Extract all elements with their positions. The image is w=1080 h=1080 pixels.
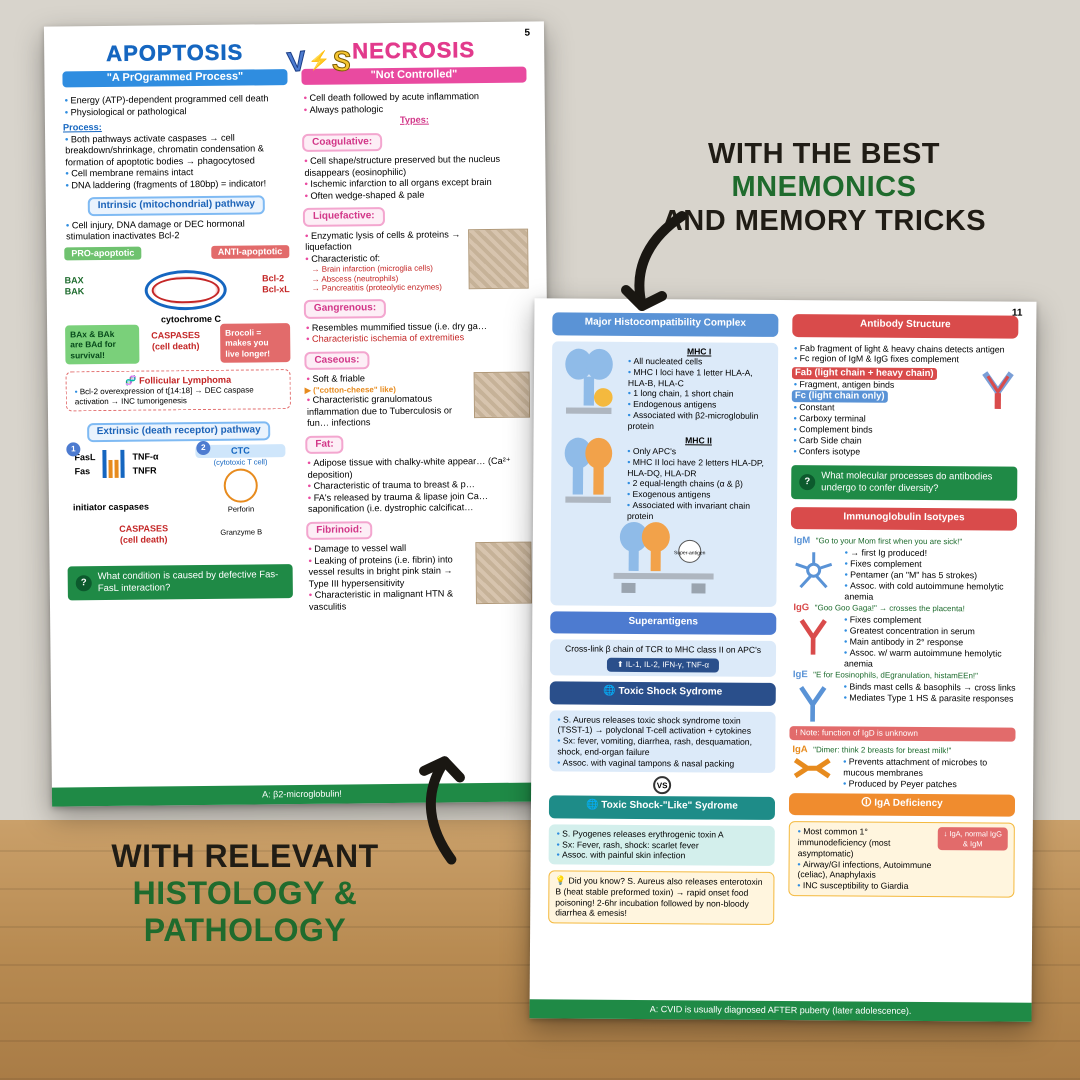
- mhc2-icon: [557, 435, 620, 518]
- igad-hdr: IgA Deficiency: [874, 798, 943, 809]
- antibody-icon: [978, 369, 1018, 411]
- extrinsic-diagram: FasL Fas TNF-α TNFR initiator caspases C…: [66, 444, 292, 558]
- super-hdr: Superantigens: [550, 611, 776, 635]
- arrow-icon: [612, 206, 702, 326]
- mitochondrion-icon: [144, 269, 226, 310]
- igm-icon: [790, 547, 836, 593]
- necrosis-intro: Cell death followed by acute inflammatio…: [302, 91, 527, 116]
- mhc1-icon: [558, 345, 621, 428]
- apoptosis-column: APOPTOSIS "A PrOgrammed Process" Energy …: [62, 38, 293, 615]
- process-list: Both pathways activate caspases → cell b…: [63, 132, 289, 192]
- iga-icon: [789, 756, 835, 780]
- types-hdr: Types:: [302, 114, 527, 128]
- apoptosis-title: APOPTOSIS: [62, 38, 287, 68]
- extrinsic-hdr: Extrinsic (death receptor) pathway: [87, 422, 271, 442]
- question-antibody: ? What molecular processes do antibodies…: [791, 465, 1017, 500]
- iso-hdr: Immunoglobulin Isotypes: [791, 507, 1017, 531]
- svg-text:Super-antigen: Super-antigen: [674, 550, 706, 556]
- mhc-content: MHC I All nucleated cellsMHC I loci have…: [550, 341, 778, 607]
- question-apoptosis: ? What condition is caused by defective …: [68, 564, 293, 600]
- ab-hdr: Antibody Structure: [792, 314, 1018, 338]
- apoptosis-intro: Energy (ATP)-dependent programmed cell d…: [63, 93, 288, 118]
- study-page-5: 5 V⚡S APOPTOSIS "A PrOgrammed Process" E…: [44, 21, 552, 806]
- study-page-11: 11 Major Histocompatibility Complex MHC …: [529, 298, 1036, 1021]
- did-you-know: 💡 Did you know? S. Aureus also releases …: [548, 870, 774, 925]
- igg-icon: [793, 614, 833, 656]
- igad-badge: ↓ IgA, normal IgG & IgM: [938, 828, 1008, 851]
- page-number: 11: [1012, 308, 1023, 321]
- apoptosis-subtitle: "A PrOgrammed Process": [62, 69, 287, 88]
- page-number: 5: [524, 28, 530, 41]
- intrinsic-line: Cell injury, DNA damage or DEC hormonal …: [66, 218, 289, 243]
- page11-footer: A: CVID is usually diagnosed AFTER puber…: [529, 999, 1031, 1022]
- mhc-column: Major Histocompatibility Complex MHC I A…: [548, 312, 778, 931]
- tsl-hdr: 🌐 Toxic Shock-"Like" Sydrome: [549, 796, 775, 820]
- follicular-box: 🧬 Follicular Lymphoma Bcl-2 overexpressi…: [66, 369, 291, 412]
- question-icon: ?: [799, 474, 815, 490]
- intrinsic-hdr: Intrinsic (mitochondrial) pathway: [88, 196, 265, 216]
- ige-icon: [793, 681, 833, 723]
- question-icon: ?: [76, 575, 92, 591]
- antibody-column: Antibody Structure Fab fragment of light…: [788, 314, 1018, 933]
- tss-hdr: 🌐 Toxic Shock Sydrome: [550, 682, 776, 706]
- mito-diagram: PRO-apoptotic ANTI-apoptotic BAX BAK Bcl…: [64, 245, 290, 365]
- histology-image: [468, 228, 529, 289]
- histology-image: [474, 372, 530, 419]
- vs-badge: V⚡S: [292, 43, 346, 78]
- histology-image: [475, 542, 532, 605]
- igd-warn: ! Note: function of IgD is unknown: [789, 726, 1015, 742]
- superantigen-icon: Super-antigen: [603, 521, 724, 600]
- necrosis-column: NECROSIS "Not Controlled" Cell death fol…: [301, 36, 532, 613]
- callout-histology: WITH RELEVANT HISTOLOGY & PATHOLOGY: [80, 838, 410, 948]
